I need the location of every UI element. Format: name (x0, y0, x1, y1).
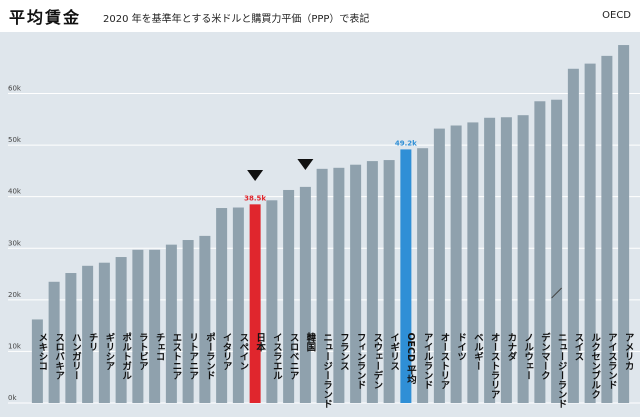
bar (417, 148, 429, 403)
x-tick-label: オーストラリア (489, 332, 501, 399)
bar (350, 164, 362, 403)
x-tick-label: チェコ (154, 332, 166, 361)
x-tick-label: ベルギー (472, 332, 484, 370)
bar (98, 262, 110, 403)
x-tick-label: ニュージーランド (556, 332, 568, 408)
bar (115, 257, 127, 403)
x-tick-label: フィンランド (355, 332, 366, 389)
x-tick-label: 日本 (254, 332, 266, 352)
bar (48, 281, 60, 403)
x-tick-label: スペイン (237, 332, 249, 370)
x-tick-label: フランス (338, 332, 350, 370)
bar (567, 68, 579, 403)
x-tick-label: アイルランド (422, 332, 434, 389)
bar (182, 240, 194, 403)
bar (299, 186, 311, 403)
x-tick-label: ルクセンブルク (589, 332, 601, 399)
bar (149, 249, 161, 403)
x-tick-label: デンマーク (539, 332, 551, 380)
bar (249, 204, 261, 403)
x-tick-label: スロベニア (288, 332, 300, 380)
x-tick-label: イタリア (221, 332, 233, 370)
y-tick-label: 40k (8, 188, 22, 196)
x-tick-label: イスラエル (271, 332, 283, 380)
bar (383, 160, 395, 403)
x-tick-label: スウェーデン (371, 332, 383, 389)
x-tick-label: ドイツ (455, 332, 467, 361)
bar (467, 122, 479, 404)
x-tick-label: メキシコ (36, 332, 48, 370)
x-tick-label: ラトビア (137, 332, 148, 370)
x-tick-label: ギリシア (103, 332, 115, 371)
bar (400, 149, 412, 403)
data-label: 49.2k (395, 139, 417, 147)
bar (366, 161, 378, 403)
x-tick-label: イギリス (388, 332, 400, 370)
bar (333, 167, 345, 403)
bar (266, 200, 278, 403)
x-tick-label: リトアニア (187, 332, 199, 380)
marker-triangle (297, 159, 314, 170)
x-tick-label: ハンガリー (70, 332, 82, 380)
annotation-slash (551, 287, 562, 299)
x-tick-label: エストニア (170, 332, 182, 380)
y-tick-label: 30k (8, 239, 22, 247)
bar (283, 189, 295, 403)
x-tick-label: アイスランド (606, 332, 618, 389)
y-tick-label: 20k (8, 291, 22, 299)
bar (450, 125, 462, 404)
x-tick-label: ポーランド (204, 332, 216, 380)
bar (316, 168, 328, 403)
marker-triangle (247, 170, 264, 181)
chart-header: 平均賃金 2020 年を基準年とする米ドルと購買力平価（PPP）で表記 OECD (0, 0, 640, 32)
bar (82, 265, 94, 403)
chart-subtitle: 2020 年を基準年とする米ドルと購買力平価（PPP）で表記 (103, 14, 370, 25)
bar (618, 45, 630, 403)
chart-title: 平均賃金 (9, 8, 82, 27)
bar (65, 273, 77, 403)
bar (433, 128, 445, 403)
x-tick-label: ニュージーランド (321, 332, 333, 408)
bar (232, 207, 244, 403)
x-tick-label: ノルウェー (522, 332, 534, 380)
bar (165, 244, 177, 403)
y-tick-label: 0k (8, 394, 17, 402)
bar (601, 55, 613, 403)
bar-chart: 0k 10k 20k 30k 40k 50k 60k メキシコ スロバキア ハンガリー チリ ギリシア… (0, 32, 640, 417)
bar (517, 115, 529, 403)
y-tick-label: 60k (8, 85, 22, 93)
data-label: 38.5k (244, 194, 266, 202)
x-tick-label: スイス (572, 332, 584, 361)
y-tick-label: 10k (8, 342, 22, 350)
x-tick-label: オーストリア (438, 332, 450, 389)
bar (484, 117, 496, 403)
bar (31, 319, 43, 403)
x-tick-label: カナダ (505, 332, 517, 361)
x-tick-label: スロバキア (53, 332, 65, 380)
bar (534, 101, 546, 404)
chart-source: OECD (602, 10, 631, 21)
x-tick-label: 韓国 (304, 332, 316, 353)
x-tick-label: チリ (87, 332, 99, 351)
y-tick-label: 50k (8, 136, 22, 144)
x-tick-label: OECD 平均 (405, 332, 417, 385)
x-tick-label: アメリカ (623, 332, 635, 370)
bar (584, 63, 596, 403)
bar (500, 117, 512, 404)
bar (216, 208, 228, 403)
bar (199, 235, 211, 403)
x-tick-label: ポルトガル (120, 332, 132, 380)
bar (132, 249, 144, 403)
bar (551, 99, 563, 403)
